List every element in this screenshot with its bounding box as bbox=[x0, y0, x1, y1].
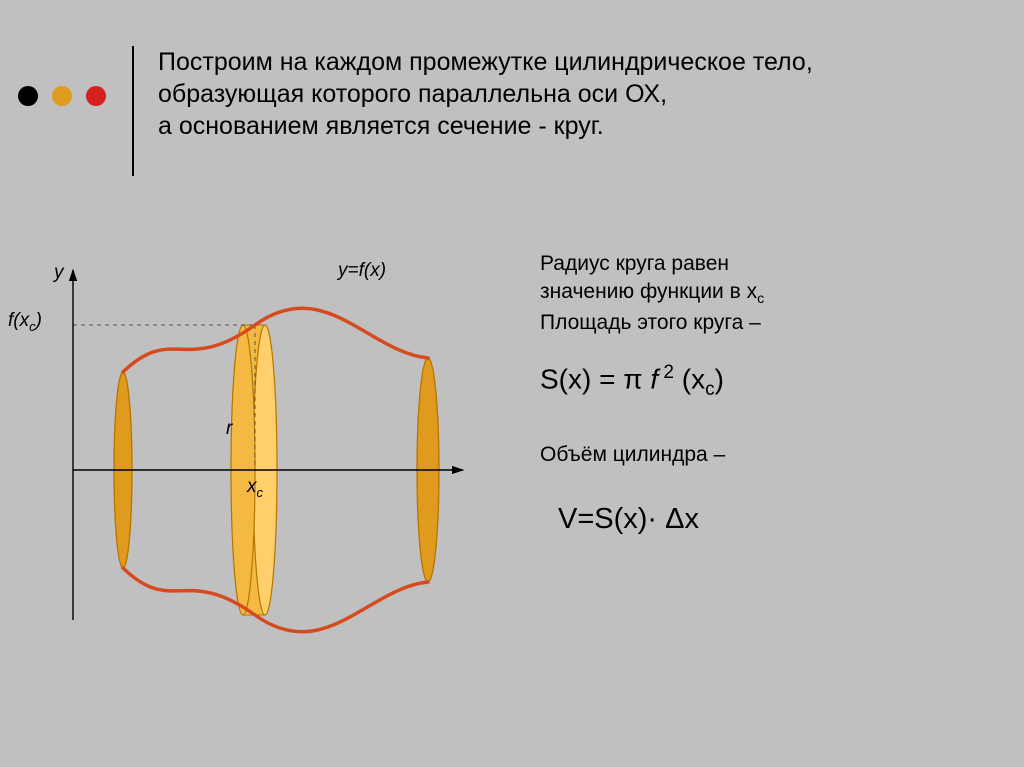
xc-sub: c bbox=[257, 485, 263, 500]
desc-line1: Радиус круга равен bbox=[540, 252, 729, 275]
formula-fn: f bbox=[650, 364, 658, 395]
desc-line2-sub: c bbox=[757, 291, 764, 307]
y-axis-label: y bbox=[54, 262, 64, 284]
xc-label: xc bbox=[247, 476, 263, 500]
formula-exp: 2 bbox=[658, 362, 674, 383]
fxc-close: ) bbox=[36, 310, 42, 331]
bullet-icon bbox=[86, 86, 106, 106]
description-block: Радиус круга равен значению функции в xc… bbox=[540, 250, 980, 336]
desc-line2: значению функции в x bbox=[540, 280, 757, 303]
bullet-group bbox=[18, 86, 106, 106]
desc-line3: Площадь этого круга – bbox=[540, 311, 761, 334]
formula-area: S(x) = π f 2 (xc) bbox=[540, 362, 980, 401]
xc-text: x bbox=[247, 476, 257, 497]
formula-pre: S(x) = π bbox=[540, 364, 650, 395]
slide-title: Построим на каждом промежутке цилиндриче… bbox=[158, 46, 818, 142]
bullet-icon bbox=[52, 86, 72, 106]
r-label: r bbox=[226, 418, 232, 440]
formula-post: (x bbox=[674, 364, 705, 395]
fxc-text: f(x bbox=[8, 310, 29, 331]
formula-sub: c bbox=[705, 379, 715, 400]
vertical-rule bbox=[132, 46, 134, 176]
diagram-svg bbox=[8, 250, 508, 670]
formula-volume: V=S(x)· Δx bbox=[558, 503, 980, 536]
right-column: Радиус круга равен значению функции в xc… bbox=[540, 250, 980, 536]
fxc-label: f(xc) bbox=[8, 310, 42, 334]
yfx-label: y=f(x) bbox=[338, 260, 386, 282]
formula-close: ) bbox=[715, 364, 724, 395]
bullet-icon bbox=[18, 86, 38, 106]
description-volume: Объём цилиндра – bbox=[540, 443, 980, 467]
diagram-area: y f(xc) y=f(x) r xc bbox=[8, 250, 508, 675]
header: Построим на каждом промежутке цилиндриче… bbox=[18, 46, 818, 176]
